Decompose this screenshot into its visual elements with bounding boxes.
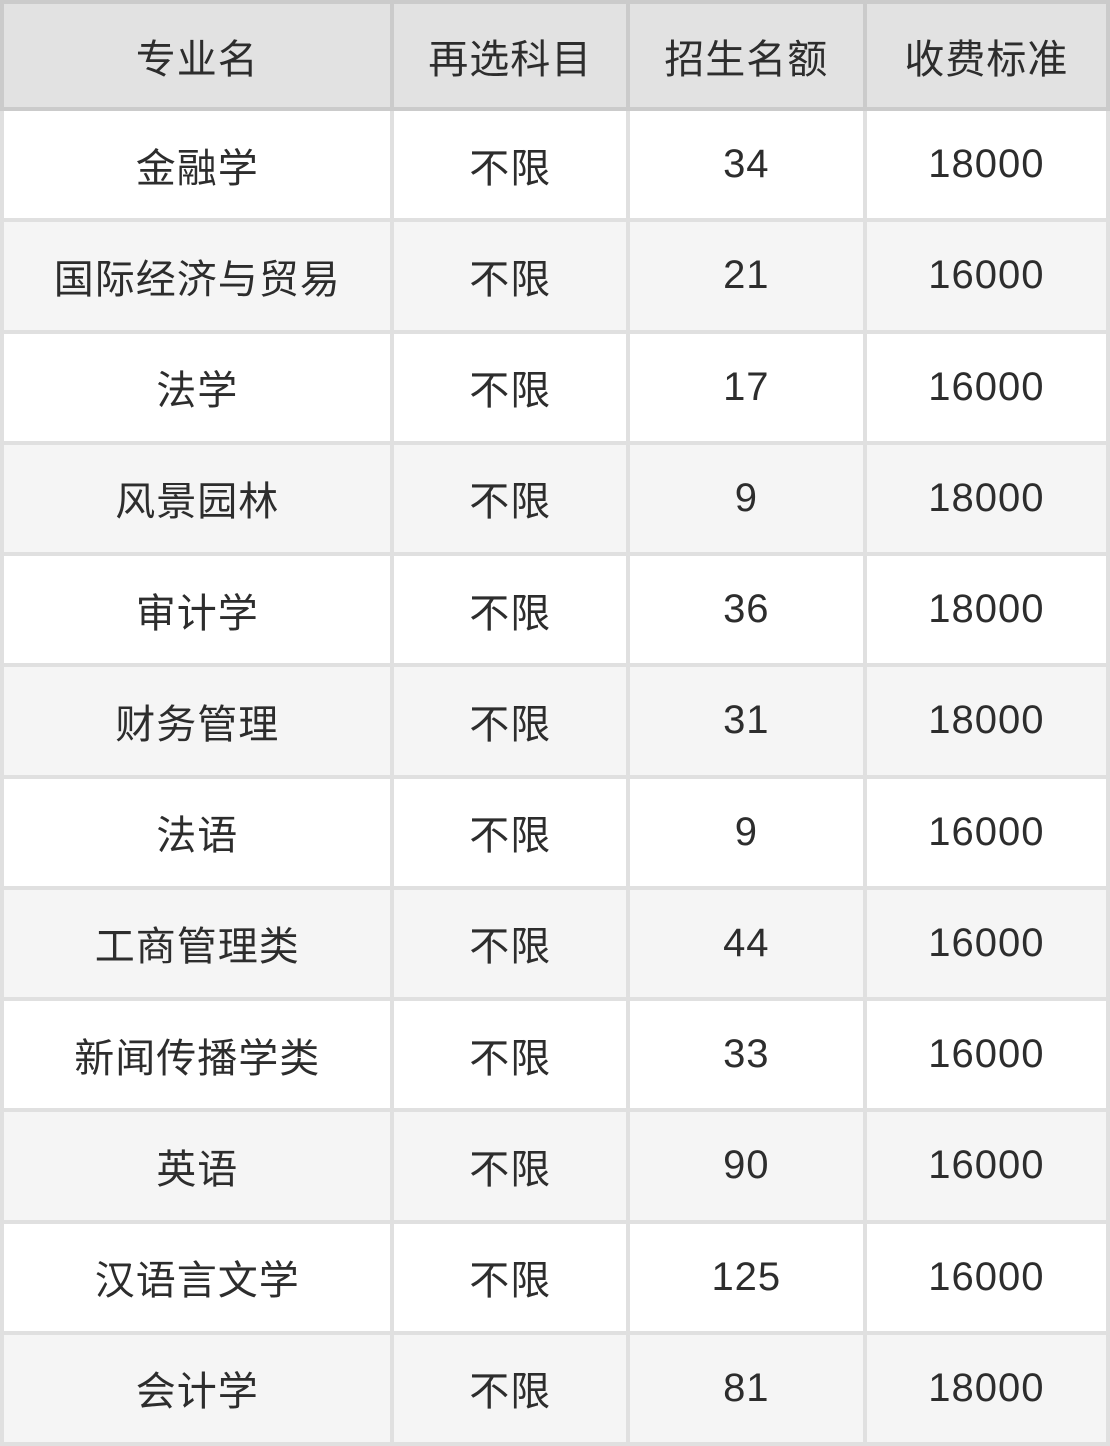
subject-cell: 不限 [390,885,630,1002]
table-row: 会计学 不限 81 18000 [0,1330,1110,1446]
quota-cell: 125 [625,1219,867,1335]
table-row: 英语 不限 90 16000 [0,1108,1110,1224]
fee-cell: 16000 [862,329,1110,445]
subject-cell: 不限 [390,551,630,668]
quota-cell: 36 [625,551,867,668]
major-cell: 财务管理 [0,663,395,779]
table-header: 专业名 再选科目 招生名额 收费标准 [0,0,1110,111]
quota-cell: 17 [625,329,867,445]
major-cell: 风景园林 [0,440,395,557]
subject-cell: 不限 [390,329,630,445]
fee-cell: 16000 [862,885,1110,1002]
column-header-quota: 招生名额 [625,0,867,111]
major-cell: 新闻传播学类 [0,996,395,1113]
major-cell: 会计学 [0,1330,395,1446]
column-header-subject: 再选科目 [390,0,630,111]
subject-cell: 不限 [390,1108,630,1224]
table-row: 工商管理类 不限 44 16000 [0,885,1110,1002]
fee-cell: 16000 [862,996,1110,1113]
major-cell: 工商管理类 [0,885,395,1002]
table-row: 风景园林 不限 9 18000 [0,440,1110,557]
table-body: 金融学 不限 34 18000 国际经济与贸易 不限 21 16000 法学 不… [0,106,1110,1446]
fee-cell: 18000 [862,440,1110,557]
quota-cell: 44 [625,885,867,1002]
major-cell: 审计学 [0,551,395,668]
major-cell: 汉语言文学 [0,1219,395,1335]
quota-cell: 90 [625,1108,867,1224]
subject-cell: 不限 [390,663,630,779]
major-cell: 英语 [0,1108,395,1224]
subject-cell: 不限 [390,1219,630,1335]
table-row: 审计学 不限 36 18000 [0,551,1110,668]
subject-cell: 不限 [390,106,630,223]
quota-cell: 33 [625,996,867,1113]
table-row: 法语 不限 9 16000 [0,774,1110,890]
table-row: 财务管理 不限 31 18000 [0,663,1110,779]
quota-cell: 9 [625,440,867,557]
fee-cell: 18000 [862,1330,1110,1446]
quota-cell: 31 [625,663,867,779]
table-row: 新闻传播学类 不限 33 16000 [0,996,1110,1113]
fee-cell: 16000 [862,1108,1110,1224]
subject-cell: 不限 [390,996,630,1113]
header-row: 专业名 再选科目 招生名额 收费标准 [0,0,1110,111]
subject-cell: 不限 [390,1330,630,1446]
table-row: 金融学 不限 34 18000 [0,106,1110,223]
quota-cell: 9 [625,774,867,890]
fee-cell: 18000 [862,663,1110,779]
major-cell: 法学 [0,329,395,445]
quota-cell: 81 [625,1330,867,1446]
column-header-fee: 收费标准 [862,0,1110,111]
fee-cell: 18000 [862,106,1110,223]
fee-cell: 16000 [862,774,1110,890]
subject-cell: 不限 [390,440,630,557]
column-header-major: 专业名 [0,0,395,111]
subject-cell: 不限 [390,774,630,890]
quota-cell: 21 [625,218,867,334]
table-row: 国际经济与贸易 不限 21 16000 [0,218,1110,334]
subject-cell: 不限 [390,218,630,334]
major-cell: 法语 [0,774,395,890]
fee-cell: 18000 [862,551,1110,668]
fee-cell: 16000 [862,1219,1110,1335]
major-cell: 国际经济与贸易 [0,218,395,334]
major-cell: 金融学 [0,106,395,223]
fee-cell: 16000 [862,218,1110,334]
table-row: 汉语言文学 不限 125 16000 [0,1219,1110,1335]
table-row: 法学 不限 17 16000 [0,329,1110,445]
quota-cell: 34 [625,106,867,223]
